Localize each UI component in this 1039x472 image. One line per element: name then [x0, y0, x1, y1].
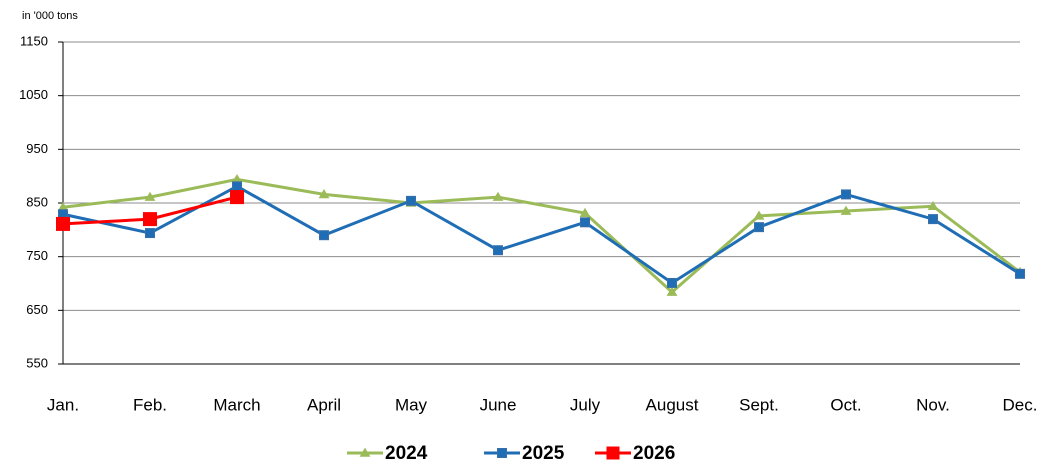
- x-tick-label: Feb.: [133, 395, 167, 414]
- x-tick-label: June: [480, 395, 517, 414]
- marker: [754, 222, 764, 233]
- y-tick-label: 850: [26, 194, 48, 209]
- y-tick-label: 1150: [20, 33, 48, 48]
- marker: [318, 189, 330, 199]
- marker: [319, 230, 329, 241]
- series-line: [62, 177, 1021, 295]
- x-tick-label: Jan.: [47, 395, 79, 414]
- y-tick-label: 950: [26, 141, 48, 156]
- marker: [753, 210, 765, 220]
- legend-label: 2024: [385, 443, 428, 464]
- y-tick-label: 650: [26, 302, 48, 317]
- marker: [928, 214, 938, 225]
- marker: [841, 189, 851, 200]
- x-tick-label: Nov.: [916, 395, 950, 414]
- legend-marker: [359, 447, 371, 457]
- legend-marker: [606, 446, 620, 460]
- marker: [143, 212, 157, 227]
- marker: [145, 228, 155, 239]
- marker: [579, 207, 591, 217]
- x-tick-label: Dec.: [1003, 395, 1038, 414]
- marker: [56, 216, 70, 231]
- legend-label: 2026: [633, 443, 675, 464]
- marker: [230, 190, 244, 205]
- marker: [57, 201, 69, 212]
- series-line: [62, 184, 1021, 285]
- marker: [1015, 268, 1025, 279]
- marker: [231, 173, 243, 184]
- y-tick-label: 550: [26, 355, 48, 370]
- legend-label: 2025: [522, 443, 565, 464]
- x-tick-label: April: [307, 395, 341, 414]
- marker: [406, 195, 416, 206]
- y-tick-label: 1050: [19, 87, 48, 102]
- x-tick-label: May: [395, 395, 428, 414]
- marker: [666, 286, 678, 296]
- marker: [580, 217, 590, 228]
- legend-marker: [497, 448, 507, 458]
- x-tick-label: August: [646, 395, 699, 414]
- marker: [840, 205, 852, 215]
- marker: [667, 277, 677, 288]
- marker: [492, 191, 504, 201]
- x-tick-label: Sept.: [739, 395, 779, 414]
- marker: [232, 181, 242, 192]
- x-tick-label: Oct.: [830, 395, 861, 414]
- x-tick-label: March: [213, 395, 260, 414]
- x-tick-label: July: [570, 395, 601, 414]
- marker: [493, 245, 503, 256]
- y-axis-label: in '000 tons: [22, 10, 78, 22]
- marker: [927, 200, 939, 210]
- marker: [144, 191, 156, 201]
- y-tick-label: 750: [26, 248, 48, 263]
